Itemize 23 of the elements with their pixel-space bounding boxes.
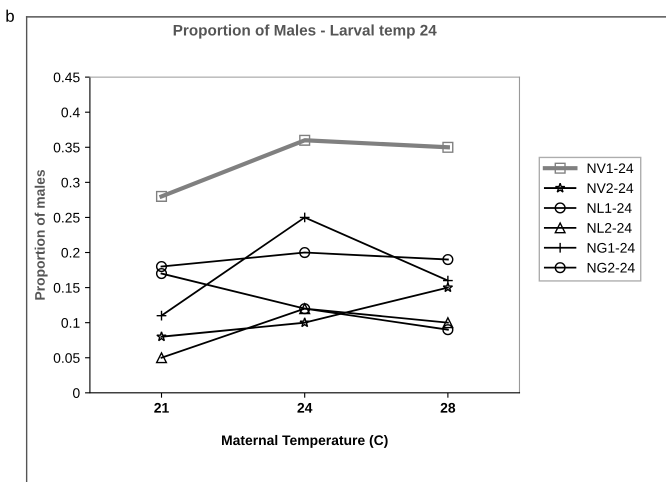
y-tick-label: 0.2 xyxy=(61,248,80,258)
legend-label: NL2-24 xyxy=(588,223,632,233)
legend-label: NV2-24 xyxy=(588,183,634,193)
y-tick-label: 0 xyxy=(73,388,80,398)
legend-label: NG2-24 xyxy=(588,262,635,273)
x-tick-label: 24 xyxy=(297,402,312,413)
text: b xyxy=(6,10,14,22)
legend-label: NL1-24 xyxy=(588,203,632,213)
y-tick-label: 0.1 xyxy=(61,318,80,328)
y-tick-label: 0.25 xyxy=(54,212,80,223)
y-tick-label: 0.45 xyxy=(54,72,80,82)
legend-label: NG1-24 xyxy=(588,242,635,253)
y-tick-label: 0.35 xyxy=(54,142,80,152)
legend-label: NV1-24 xyxy=(588,163,634,174)
y-tick-label: 0.05 xyxy=(54,353,80,363)
x-axis-title: Maternal Temperature (C) xyxy=(222,434,388,448)
chart-title: Proportion of Males - Larval temp 24 xyxy=(174,24,437,39)
x-tick-label: 28 xyxy=(440,402,456,413)
x-tick-label: 21 xyxy=(154,402,169,413)
y-tick-label: 0.4 xyxy=(61,108,80,118)
y-tick-label: 0.15 xyxy=(54,282,80,293)
y-tick-label: 0.3 xyxy=(61,178,80,188)
y-axis-title: Proportion of males xyxy=(34,170,48,300)
